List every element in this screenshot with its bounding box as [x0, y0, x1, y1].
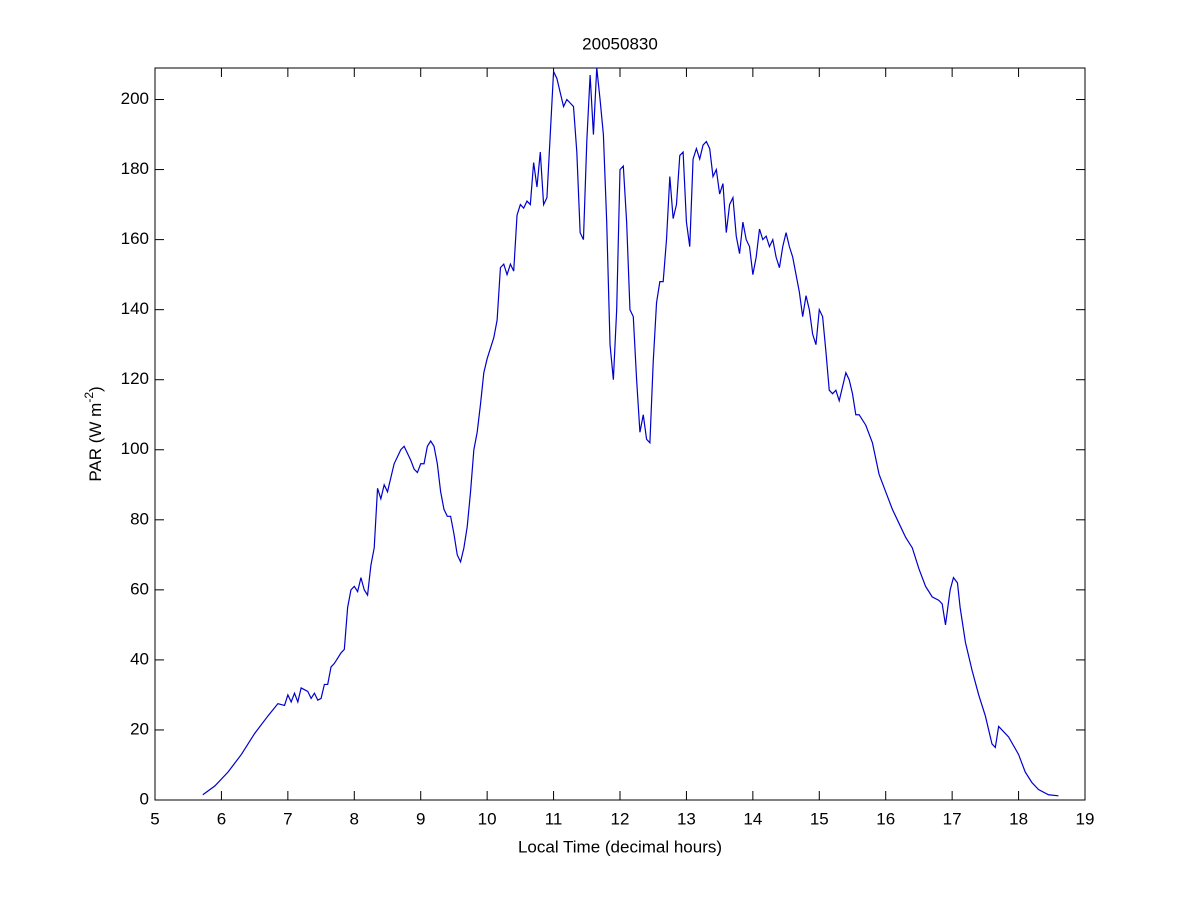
x-tick-label: 18 [1009, 809, 1028, 828]
y-axis-label-end: ) [86, 386, 105, 392]
x-tick-label: 17 [943, 809, 962, 828]
x-tick-label: 9 [416, 809, 425, 828]
y-tick-label: 180 [121, 159, 149, 178]
x-tick-label: 8 [350, 809, 359, 828]
y-axis-label-text: PAR (W m [86, 403, 105, 482]
x-tick-label: 10 [478, 809, 497, 828]
data-line [202, 67, 1059, 797]
x-axis-label: Local Time (decimal hours) [518, 837, 722, 856]
x-tick-label: 14 [743, 809, 762, 828]
x-tick-label: 11 [545, 809, 563, 828]
y-axis-label-superscript: -2 [82, 392, 96, 403]
y-tick-label: 60 [130, 579, 149, 598]
y-tick-label: 140 [121, 299, 149, 318]
y-axis-label: PAR (W m-2) [82, 386, 105, 481]
y-tick-label: 80 [130, 509, 149, 528]
x-tick-label: 15 [810, 809, 829, 828]
y-tick-label: 0 [140, 789, 149, 808]
y-tick-label: 20 [130, 719, 149, 738]
chart-title: 20050830 [582, 34, 658, 53]
y-tick-label: 120 [121, 369, 149, 388]
x-tick-label: 5 [150, 809, 159, 828]
x-tick-label: 7 [283, 809, 292, 828]
y-tick-label: 200 [121, 89, 149, 108]
y-tick-label: 160 [121, 229, 149, 248]
x-tick-label: 19 [1076, 809, 1095, 828]
x-tick-label: 13 [677, 809, 696, 828]
x-tick-label: 12 [611, 809, 630, 828]
y-tick-label: 100 [121, 439, 149, 458]
y-tick-label: 40 [130, 649, 149, 668]
x-tick-label: 16 [876, 809, 895, 828]
x-tick-label: 6 [217, 809, 226, 828]
